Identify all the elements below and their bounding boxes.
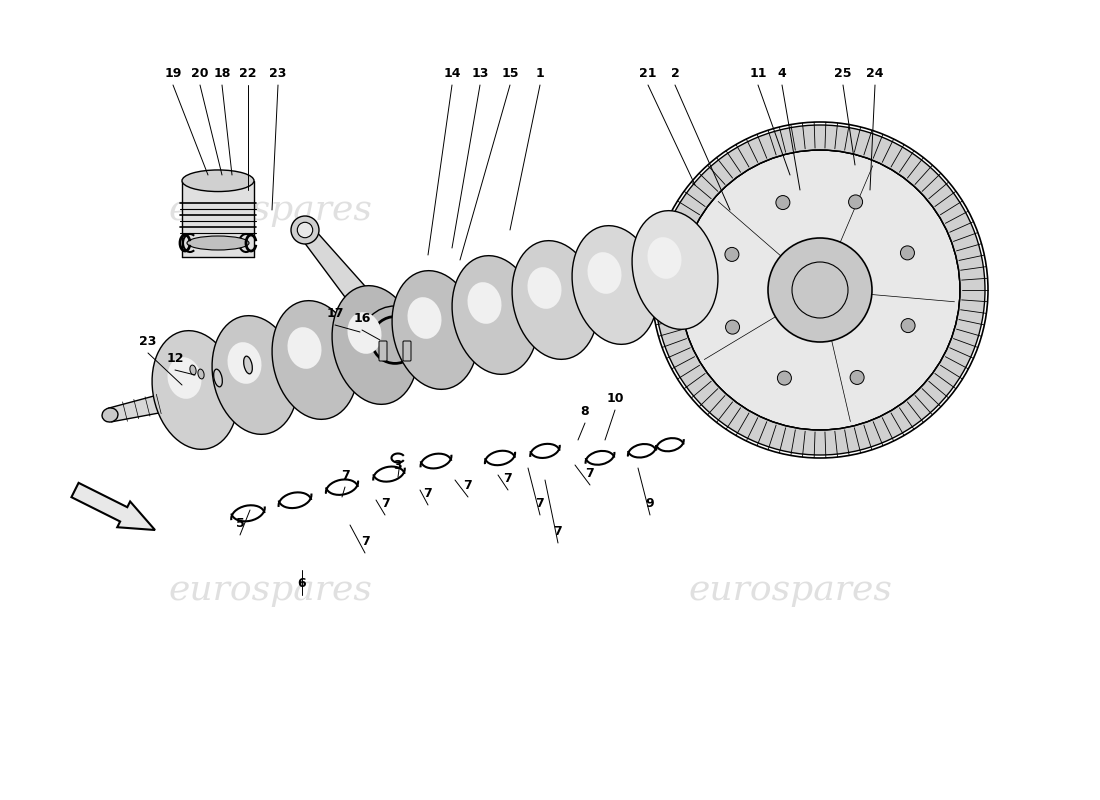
Ellipse shape xyxy=(152,330,238,450)
Text: 25: 25 xyxy=(834,67,851,80)
FancyBboxPatch shape xyxy=(403,341,411,361)
Ellipse shape xyxy=(632,210,718,330)
Polygon shape xyxy=(295,230,412,340)
Ellipse shape xyxy=(392,270,477,390)
Ellipse shape xyxy=(368,314,421,366)
Polygon shape xyxy=(108,388,187,422)
Text: 19: 19 xyxy=(164,67,182,80)
Ellipse shape xyxy=(848,195,862,209)
Ellipse shape xyxy=(901,318,915,333)
Text: 23: 23 xyxy=(140,335,156,348)
Text: 7: 7 xyxy=(504,472,513,485)
Ellipse shape xyxy=(725,247,739,262)
Ellipse shape xyxy=(468,282,502,324)
Text: 16: 16 xyxy=(353,312,371,325)
Ellipse shape xyxy=(778,371,791,385)
Text: 21: 21 xyxy=(639,67,657,80)
FancyBboxPatch shape xyxy=(379,341,387,361)
Text: 7: 7 xyxy=(553,525,562,538)
Polygon shape xyxy=(361,340,429,362)
Text: eurospares: eurospares xyxy=(168,193,372,227)
Ellipse shape xyxy=(407,297,441,339)
Ellipse shape xyxy=(348,312,382,354)
Text: 18: 18 xyxy=(213,67,231,80)
Ellipse shape xyxy=(292,216,319,244)
Wedge shape xyxy=(654,125,984,455)
Ellipse shape xyxy=(187,236,249,250)
Ellipse shape xyxy=(587,252,621,294)
Ellipse shape xyxy=(182,170,254,191)
Ellipse shape xyxy=(901,246,914,260)
Ellipse shape xyxy=(102,408,118,422)
Ellipse shape xyxy=(726,320,739,334)
Text: 15: 15 xyxy=(502,67,519,80)
Ellipse shape xyxy=(648,237,682,279)
Polygon shape xyxy=(72,483,155,530)
Ellipse shape xyxy=(228,342,262,384)
Ellipse shape xyxy=(198,369,205,379)
Ellipse shape xyxy=(452,256,538,374)
Text: eurospares: eurospares xyxy=(689,193,892,227)
Text: 8: 8 xyxy=(581,405,590,418)
Ellipse shape xyxy=(167,357,201,399)
Polygon shape xyxy=(194,262,676,398)
Text: 3: 3 xyxy=(394,459,403,472)
Text: 10: 10 xyxy=(606,392,624,405)
Ellipse shape xyxy=(190,365,196,375)
Ellipse shape xyxy=(513,241,598,359)
Ellipse shape xyxy=(287,327,321,369)
Ellipse shape xyxy=(850,370,865,385)
Text: 12: 12 xyxy=(166,352,184,365)
Text: 24: 24 xyxy=(867,67,883,80)
Text: 7: 7 xyxy=(424,487,432,500)
Text: eurospares: eurospares xyxy=(689,573,892,607)
Text: 17: 17 xyxy=(327,307,343,320)
Text: 9: 9 xyxy=(646,497,654,510)
Ellipse shape xyxy=(528,267,561,309)
Text: 22: 22 xyxy=(240,67,256,80)
Ellipse shape xyxy=(379,325,410,355)
Text: 11: 11 xyxy=(749,67,767,80)
Ellipse shape xyxy=(212,316,298,434)
Text: 7: 7 xyxy=(585,467,594,480)
Ellipse shape xyxy=(244,356,252,374)
Text: 1: 1 xyxy=(536,67,544,80)
Ellipse shape xyxy=(332,286,418,404)
Ellipse shape xyxy=(272,301,358,419)
Text: 6: 6 xyxy=(298,577,306,590)
Ellipse shape xyxy=(572,226,658,344)
Polygon shape xyxy=(182,181,254,258)
Text: 20: 20 xyxy=(191,67,209,80)
Text: 7: 7 xyxy=(341,469,350,482)
Text: 23: 23 xyxy=(270,67,287,80)
Ellipse shape xyxy=(776,195,790,210)
Text: 2: 2 xyxy=(671,67,680,80)
Ellipse shape xyxy=(680,150,960,430)
Ellipse shape xyxy=(768,238,872,342)
Text: 7: 7 xyxy=(536,497,544,510)
Text: 7: 7 xyxy=(381,497,389,510)
Text: 14: 14 xyxy=(443,67,461,80)
Text: eurospares: eurospares xyxy=(168,573,372,607)
Text: 13: 13 xyxy=(471,67,488,80)
Text: 5: 5 xyxy=(235,517,244,530)
Text: 4: 4 xyxy=(778,67,786,80)
Text: 7: 7 xyxy=(463,479,472,492)
Ellipse shape xyxy=(213,369,222,387)
Ellipse shape xyxy=(297,222,312,238)
Text: 7: 7 xyxy=(361,535,370,548)
